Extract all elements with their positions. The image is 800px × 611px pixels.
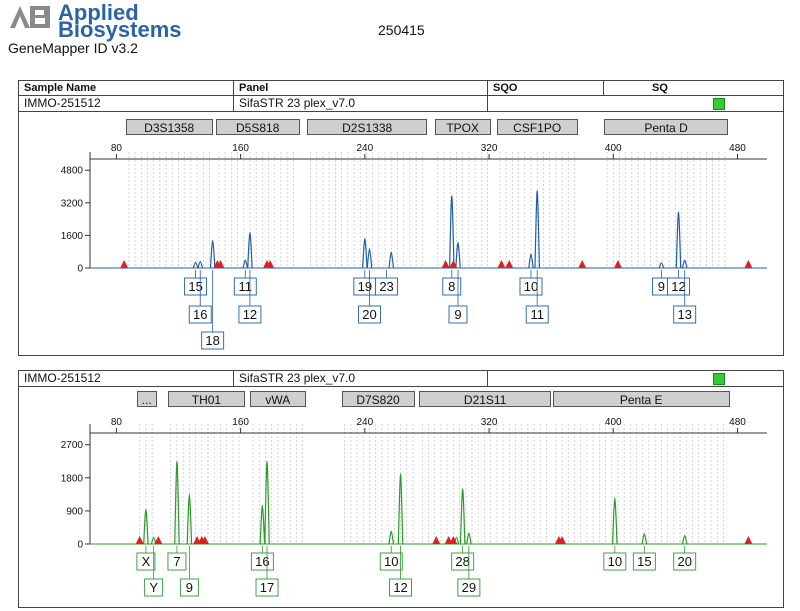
locus-marker-d2s1338[interactable]: D2S1338 xyxy=(307,119,427,135)
sq-status-indicator xyxy=(713,98,725,110)
locus-marker-penta-e[interactable]: Penta E xyxy=(552,391,730,407)
sqo-header: SQO xyxy=(487,81,603,95)
table-header-row: Sample Name Panel SQO SQ xyxy=(19,81,783,96)
locus-marker-csf1po[interactable]: CSF1PO xyxy=(496,119,578,135)
locus-marker-d3s1358[interactable]: D3S1358 xyxy=(125,119,213,135)
sample-name: IMMO-251512 xyxy=(24,371,101,385)
locus-marker-d21s11[interactable]: D21S11 xyxy=(419,391,552,407)
locus-marker-d7s820[interactable]: D7S820 xyxy=(341,391,415,407)
sqo-cell xyxy=(487,96,783,111)
sq-status-indicator xyxy=(713,373,725,385)
brand-name-line2: Biosystems xyxy=(58,17,182,42)
run-id: 250415 xyxy=(378,22,425,38)
locus-marker-d5s818[interactable]: D5S818 xyxy=(215,119,300,135)
sample-name: IMMO-251512 xyxy=(24,96,101,110)
applied-biosystems-logo xyxy=(10,6,50,28)
locus-marker-vwa[interactable]: vWA xyxy=(249,391,306,407)
sq-header: SQ xyxy=(603,81,783,95)
sample-row: IMMO-251512 SifaSTR 23 plex_v7.0 xyxy=(19,96,783,112)
software-version: GeneMapper ID v3.2 xyxy=(8,40,138,56)
brand-name-line1: Applied xyxy=(58,0,139,25)
locus-marker-penta-d[interactable]: Penta D xyxy=(603,119,729,135)
panel-header: Panel xyxy=(233,81,489,95)
locus-marker--[interactable]: ... xyxy=(136,391,157,407)
sample-row: IMMO-251512 SifaSTR 23 plex_v7.0 xyxy=(19,371,783,387)
panel-name: SifaSTR 23 plex_v7.0 xyxy=(233,96,489,111)
locus-marker-th01[interactable]: TH01 xyxy=(167,391,246,407)
panel-name: SifaSTR 23 plex_v7.0 xyxy=(233,371,489,386)
locus-marker-tpox[interactable]: TPOX xyxy=(434,119,491,135)
sqo-cell xyxy=(487,371,783,386)
sample-name-header: Sample Name xyxy=(24,82,97,94)
